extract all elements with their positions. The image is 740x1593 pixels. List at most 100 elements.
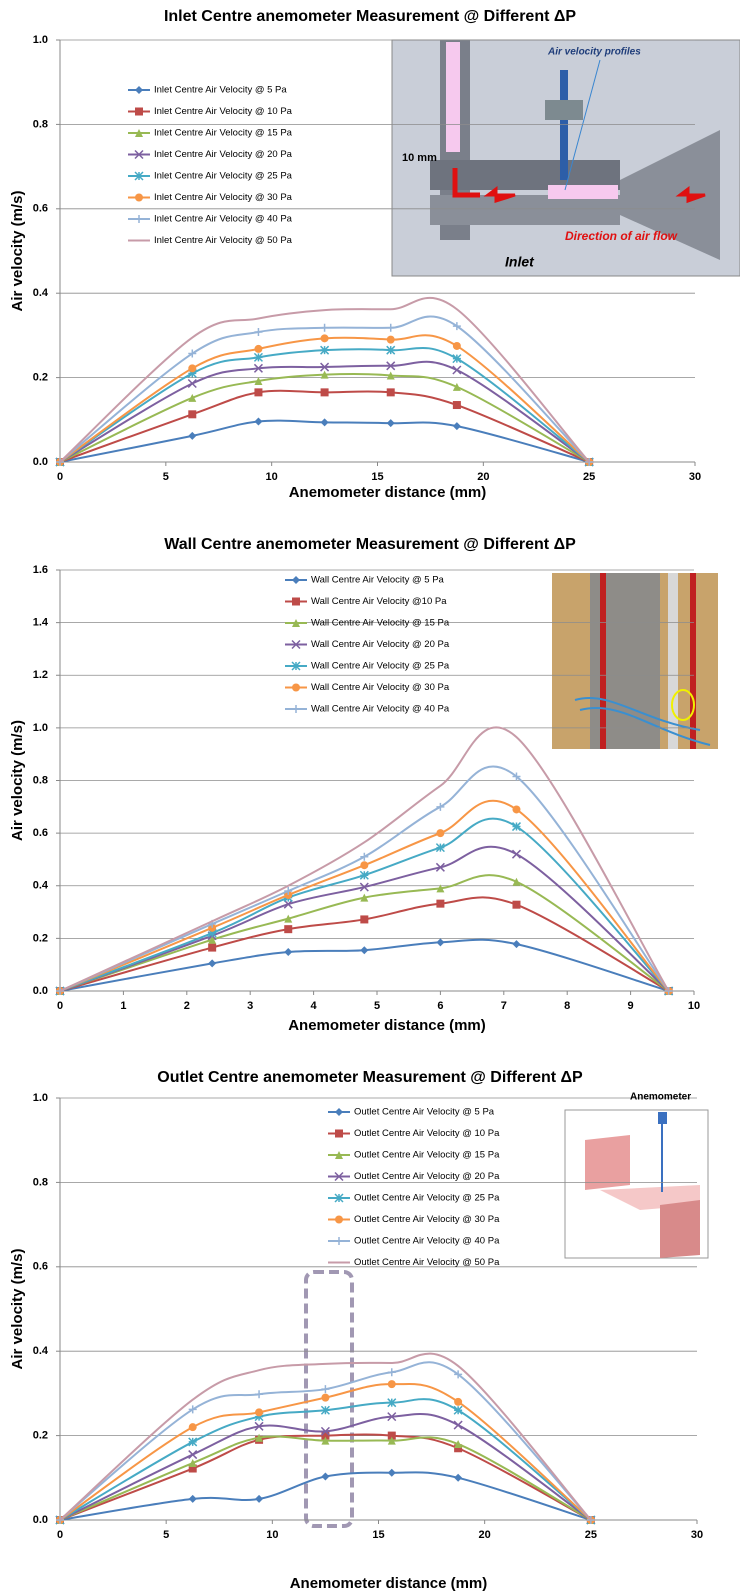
y-tick-label: 0.4 bbox=[33, 1345, 49, 1357]
legend-label: Wall Centre Air Velocity @ 30 Pa bbox=[311, 682, 450, 693]
x-tick-label: 0 bbox=[57, 1529, 63, 1541]
marker bbox=[454, 1444, 463, 1453]
x-tick-label: 10 bbox=[266, 471, 278, 483]
legend-marker bbox=[135, 215, 143, 223]
marker bbox=[436, 829, 445, 838]
legend-marker bbox=[134, 171, 144, 181]
legend-label: Wall Centre Air Velocity @10 Pa bbox=[311, 596, 447, 607]
x-axis-title: Anemometer distance (mm) bbox=[289, 484, 487, 501]
legend-marker bbox=[134, 149, 144, 160]
marker bbox=[512, 940, 521, 949]
marker bbox=[320, 362, 330, 372]
marker bbox=[387, 1436, 396, 1445]
outlet-inset bbox=[564, 1109, 709, 1259]
legend-marker bbox=[291, 661, 301, 671]
legend-marker bbox=[292, 576, 300, 584]
legend-marker bbox=[334, 1171, 344, 1182]
marker bbox=[512, 900, 521, 909]
annotation: Direction of air flow bbox=[565, 229, 678, 243]
x-tick-label: 1 bbox=[120, 1000, 126, 1012]
marker bbox=[454, 1370, 463, 1379]
y-tick-label: 1.0 bbox=[33, 722, 48, 734]
marker bbox=[386, 371, 395, 380]
marker bbox=[360, 852, 369, 861]
legend-label: Inlet Centre Air Velocity @ 40 Pa bbox=[154, 214, 293, 225]
legend-label: Outlet Centre Air Velocity @ 20 Pa bbox=[354, 1171, 500, 1182]
marker bbox=[386, 361, 396, 371]
marker bbox=[360, 915, 369, 924]
x-tick-label: 20 bbox=[477, 471, 489, 483]
marker bbox=[512, 805, 521, 814]
marker bbox=[511, 849, 522, 859]
series-line bbox=[59, 1352, 592, 1521]
legend-label: Outlet Centre Air Velocity @ 40 Pa bbox=[354, 1236, 500, 1247]
x-tick-label: 20 bbox=[479, 1529, 491, 1541]
marker bbox=[188, 1405, 197, 1414]
x-tick-label: 25 bbox=[583, 471, 595, 483]
marker bbox=[435, 862, 445, 872]
marker bbox=[254, 328, 263, 337]
x-tick-label: 9 bbox=[628, 1000, 634, 1012]
marker bbox=[453, 1405, 463, 1415]
legend-label: Wall Centre Air Velocity @ 20 Pa bbox=[311, 639, 450, 650]
y-tick-label: 0.0 bbox=[33, 456, 48, 468]
y-axis-title: Air velocity (m/s) bbox=[9, 191, 26, 312]
legend-marker bbox=[292, 683, 300, 692]
y-tick-label: 0.0 bbox=[33, 1514, 48, 1526]
series-line bbox=[59, 372, 590, 463]
y-tick-label: 0.4 bbox=[33, 287, 49, 299]
series-line bbox=[59, 845, 670, 992]
legend-marker bbox=[292, 619, 300, 627]
marker bbox=[359, 882, 369, 892]
marker bbox=[320, 1426, 330, 1436]
marker bbox=[255, 1433, 264, 1442]
x-tick-label: 30 bbox=[691, 1529, 703, 1541]
y-tick-label: 1.0 bbox=[33, 34, 48, 46]
marker bbox=[360, 861, 369, 870]
legend-marker bbox=[335, 1215, 343, 1224]
marker bbox=[435, 843, 445, 853]
y-tick-label: 1.0 bbox=[33, 1092, 48, 1104]
legend-marker bbox=[335, 1129, 343, 1138]
series-line bbox=[59, 726, 670, 992]
marker bbox=[452, 401, 461, 410]
y-tick-label: 1.4 bbox=[33, 617, 49, 629]
marker bbox=[436, 938, 445, 947]
series-line bbox=[59, 1413, 592, 1521]
marker bbox=[254, 1412, 264, 1422]
legend-label: Outlet Centre Air Velocity @ 5 Pa bbox=[354, 1107, 495, 1118]
x-tick-label: 7 bbox=[501, 1000, 507, 1012]
marker bbox=[187, 368, 197, 378]
y-tick-label: 0.0 bbox=[33, 985, 48, 997]
y-tick-label: 0.2 bbox=[33, 932, 48, 944]
legend-label: Outlet Centre Air Velocity @ 10 Pa bbox=[354, 1128, 500, 1139]
legend-marker bbox=[135, 193, 143, 202]
x-tick-label: 0 bbox=[57, 471, 63, 483]
marker bbox=[255, 1390, 264, 1399]
annotation: Air velocity profiles bbox=[547, 47, 641, 58]
y-tick-label: 0.8 bbox=[33, 774, 48, 786]
marker bbox=[453, 1420, 463, 1430]
marker bbox=[320, 334, 329, 343]
x-axis-title: Anemometer distance (mm) bbox=[288, 1017, 486, 1034]
legend-marker bbox=[135, 129, 143, 137]
legend-marker bbox=[292, 705, 300, 713]
x-tick-label: 0 bbox=[57, 1000, 63, 1012]
x-tick-label: 5 bbox=[163, 471, 169, 483]
marker bbox=[188, 393, 197, 402]
marker bbox=[436, 884, 445, 893]
legend-label: Inlet Centre Air Velocity @ 50 Pa bbox=[154, 235, 293, 246]
marker bbox=[512, 877, 521, 886]
marker bbox=[321, 1431, 330, 1440]
marker bbox=[386, 345, 396, 355]
marker bbox=[321, 1393, 330, 1402]
marker bbox=[188, 1450, 198, 1460]
marker bbox=[386, 335, 395, 344]
legend-label: Inlet Centre Air Velocity @ 30 Pa bbox=[154, 192, 293, 203]
x-tick-label: 3 bbox=[247, 1000, 253, 1012]
x-axis-title: Anemometer distance (mm) bbox=[290, 1575, 488, 1592]
marker bbox=[387, 1398, 397, 1408]
x-tick-label: 10 bbox=[266, 1529, 278, 1541]
marker bbox=[320, 345, 330, 355]
